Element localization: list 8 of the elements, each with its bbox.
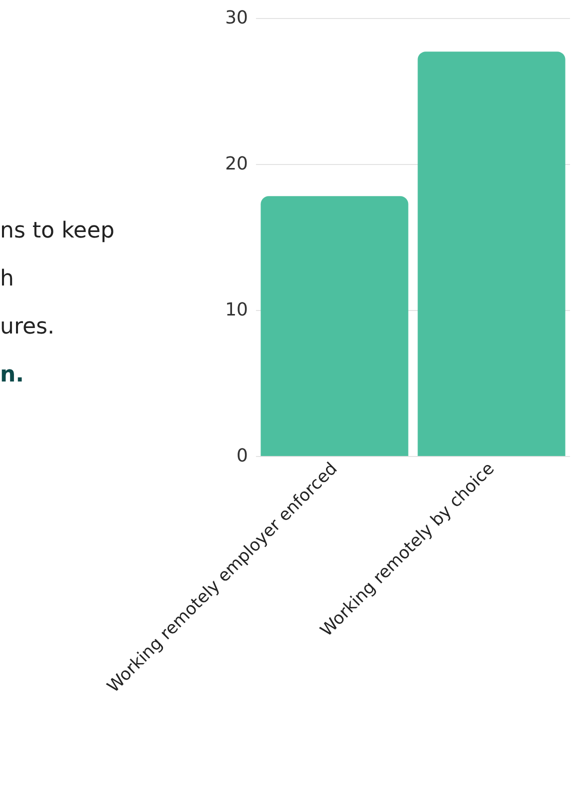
text: n. xyxy=(0,362,24,388)
y-tick-label: 30 xyxy=(225,8,248,28)
text: h xyxy=(0,266,14,292)
text: ns to keep xyxy=(0,218,114,244)
text: ures. xyxy=(0,314,54,340)
y-tick-label: 0 xyxy=(236,446,248,466)
y-tick-label: 20 xyxy=(225,154,248,174)
y-tick-label: 10 xyxy=(225,300,248,320)
